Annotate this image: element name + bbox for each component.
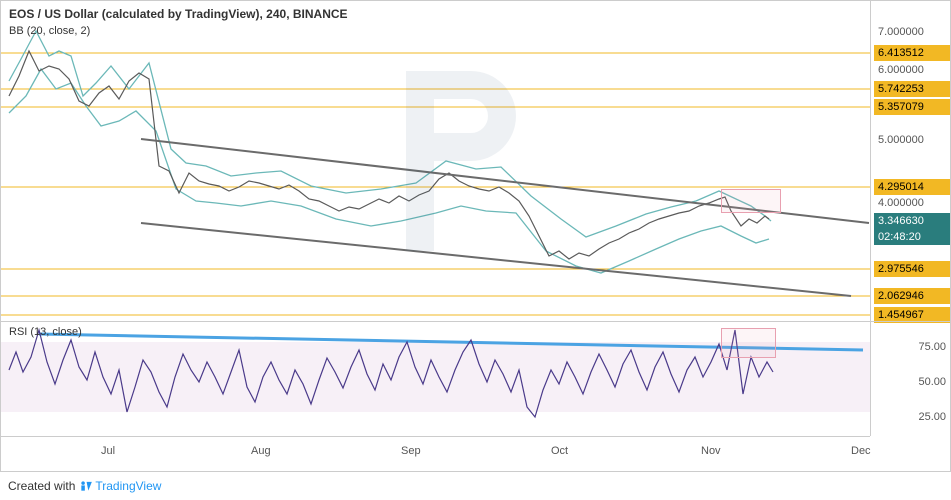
price-tick: 7.000000: [874, 24, 950, 40]
time-tick: Nov: [701, 445, 721, 457]
price-level: 5.742253: [874, 81, 950, 97]
price-highlight-box: [721, 189, 781, 213]
rsi-tick: 25.00: [918, 411, 946, 423]
countdown: 02:48:20: [874, 229, 950, 245]
price-tick: 6.000000: [874, 62, 950, 78]
rsi-tick: 50.00: [918, 376, 946, 388]
price-chart-svg: [1, 1, 871, 321]
price-level: 5.357079: [874, 99, 950, 115]
price-tick: 5.000000: [874, 132, 950, 148]
time-axis: Jul Aug Sep Oct Nov Dec: [1, 436, 870, 471]
current-price: 3.346630: [874, 213, 950, 229]
chart-container: EOS / US Dollar (calculated by TradingVi…: [0, 0, 951, 472]
time-tick: Sep: [401, 445, 421, 457]
rsi-panel[interactable]: RSI (13, close): [1, 321, 950, 436]
chart-title: EOS / US Dollar (calculated by TradingVi…: [9, 7, 348, 21]
price-tick: 4.000000: [874, 195, 950, 211]
tradingview-text: TradingView: [95, 479, 161, 493]
time-tick: Jul: [101, 445, 115, 457]
bb-indicator-label: BB (20, close, 2): [9, 25, 90, 37]
price-level: 2.062946: [874, 288, 950, 304]
price-axis: 7.000000 6.000000 5.000000 4.000000 6.413512…: [870, 1, 950, 321]
rsi-tick: 75.00: [918, 341, 946, 353]
rsi-indicator-label: RSI (13, close): [9, 326, 82, 338]
footer-text: Created with: [8, 479, 75, 493]
tradingview-icon: [79, 479, 93, 493]
price-panel[interactable]: EOS / US Dollar (calculated by TradingVi…: [1, 1, 950, 321]
time-tick: Dec: [851, 445, 871, 457]
price-level: 2.975546: [874, 261, 950, 277]
rsi-highlight-box: [721, 328, 776, 358]
time-tick: Aug: [251, 445, 271, 457]
tradingview-logo[interactable]: TradingView: [79, 479, 161, 493]
footer: Created with TradingView: [0, 472, 951, 500]
price-level: 6.413512: [874, 45, 950, 61]
price-level: 4.295014: [874, 179, 950, 195]
time-tick: Oct: [551, 445, 568, 457]
rsi-axis: 75.00 50.00 25.00: [870, 321, 950, 436]
